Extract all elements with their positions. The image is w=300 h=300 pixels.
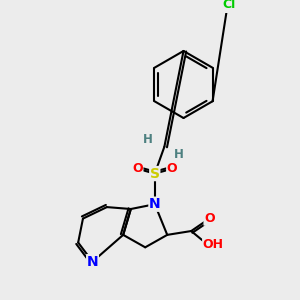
Text: N: N: [149, 197, 160, 211]
Text: H: H: [174, 148, 184, 161]
Text: S: S: [150, 167, 160, 181]
Text: N: N: [87, 255, 98, 269]
Text: H: H: [143, 133, 153, 146]
Text: O: O: [204, 212, 215, 225]
Text: O: O: [132, 162, 143, 175]
Text: OH: OH: [203, 238, 224, 251]
Text: Cl: Cl: [223, 0, 236, 11]
Text: O: O: [167, 162, 177, 175]
